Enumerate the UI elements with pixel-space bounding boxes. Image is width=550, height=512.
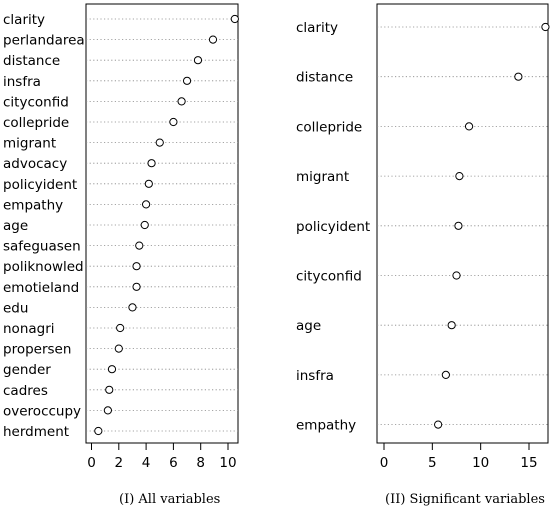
point-clarity (541, 22, 550, 32)
point-migrant (155, 138, 164, 147)
point-migrant (455, 172, 464, 181)
point-insfra (441, 370, 450, 379)
point-age (447, 321, 456, 330)
point-distance (193, 56, 203, 65)
point-insfra (182, 76, 192, 85)
guide-lines-panel-1 (86, 18, 238, 432)
point-perlandarea (208, 35, 218, 44)
point-safeguasen (135, 241, 144, 250)
x-tick-label: 0 (380, 455, 389, 471)
x-tick-label: 6 (169, 455, 178, 471)
category-label-distance: distance (296, 70, 353, 86)
panel-all-variables: clarity perlandarea distance insfra cityconf… (3, 3, 239, 507)
x-tick-label: 15 (520, 455, 537, 471)
point-nonagri (116, 323, 125, 333)
point-distance (514, 72, 523, 81)
category-label-distance: distance (3, 53, 60, 69)
panel-significant-variables: clarity distance collepride migrant policyid… (296, 3, 550, 507)
point-herdment (94, 426, 103, 436)
category-label-overoccupy: overoccupy (3, 403, 81, 419)
category-label-advocacy: advocacy (3, 156, 67, 172)
point-cityconfid (452, 271, 461, 280)
category-label-age: age (296, 318, 321, 334)
plot-frame-panel-1 (85, 3, 239, 444)
point-edu (128, 303, 137, 312)
point-cadres (105, 385, 114, 394)
point-empathy (434, 420, 443, 429)
point-policyident (144, 179, 153, 188)
category-label-edu: edu (3, 300, 28, 316)
category-label-nonagri: nonagri (3, 321, 55, 337)
category-label-clarity: clarity (296, 20, 338, 36)
category-label-insfra: insfra (296, 368, 334, 384)
points-panel-2 (434, 22, 550, 429)
point-emotieland (132, 282, 141, 291)
category-label-migrant: migrant (3, 136, 56, 152)
point-collepride (464, 122, 474, 131)
x-tick-label: 8 (196, 455, 205, 471)
point-propersen (114, 344, 123, 353)
category-label-policyident: policyident (3, 177, 77, 193)
x-tick-label: 2 (115, 455, 124, 471)
category-label-insfra: insfra (3, 74, 41, 90)
category-label-cityconfid: cityconfid (3, 94, 69, 110)
x-tick-label: 10 (472, 455, 489, 471)
point-gender (107, 365, 117, 374)
category-label-emotieland: emotieland (3, 280, 79, 296)
category-label-propersen: propersen (3, 342, 71, 358)
point-poliknowled (132, 262, 141, 271)
category-label-clarity: clarity (3, 12, 45, 28)
category-label-herdment: herdment (3, 424, 69, 440)
category-label-empathy: empathy (296, 418, 356, 434)
x-tick-label: 5 (428, 455, 437, 471)
x-tick-label: 0 (87, 455, 96, 471)
caption-panel-2: (II) Significant variables (385, 492, 545, 507)
points-panel-1 (94, 14, 239, 436)
point-advocacy (147, 159, 156, 168)
plot-frame-panel-2 (376, 3, 549, 444)
category-labels-panel-1: clarity perlandarea distance insfra cityconf… (3, 12, 85, 440)
category-label-policyident: policyident (296, 219, 370, 235)
point-cityconfid (177, 97, 186, 106)
category-label-cadres: cadres (3, 383, 48, 399)
category-label-empathy: empathy (3, 197, 63, 213)
point-clarity (230, 14, 239, 24)
point-empathy (142, 200, 151, 209)
point-policyident (454, 221, 463, 230)
x-tick-label: 4 (142, 455, 151, 471)
point-collepride (169, 117, 178, 127)
category-label-gender: gender (3, 362, 51, 378)
category-label-perlandarea: perlandarea (3, 33, 85, 49)
category-label-collepride: collepride (296, 119, 362, 135)
category-label-collepride: collepride (3, 115, 69, 131)
caption-panel-1: (I) All variables (119, 492, 220, 507)
category-label-migrant: migrant (296, 169, 349, 185)
point-age (140, 220, 149, 230)
point-overoccupy (103, 406, 112, 415)
category-label-cityconfid: cityconfid (296, 269, 362, 285)
category-label-age: age (3, 218, 28, 234)
category-label-poliknowled: poliknowled (3, 259, 84, 275)
x-axis-panel-2: 0 5 10 15 (380, 442, 538, 471)
category-label-safeguasen: safeguasen (3, 239, 81, 255)
x-axis-panel-1: 0 2 4 6 8 10 (87, 442, 237, 471)
x-tick-label: 10 (219, 455, 236, 471)
category-labels-panel-2: clarity distance collepride migrant policyid… (296, 20, 370, 434)
